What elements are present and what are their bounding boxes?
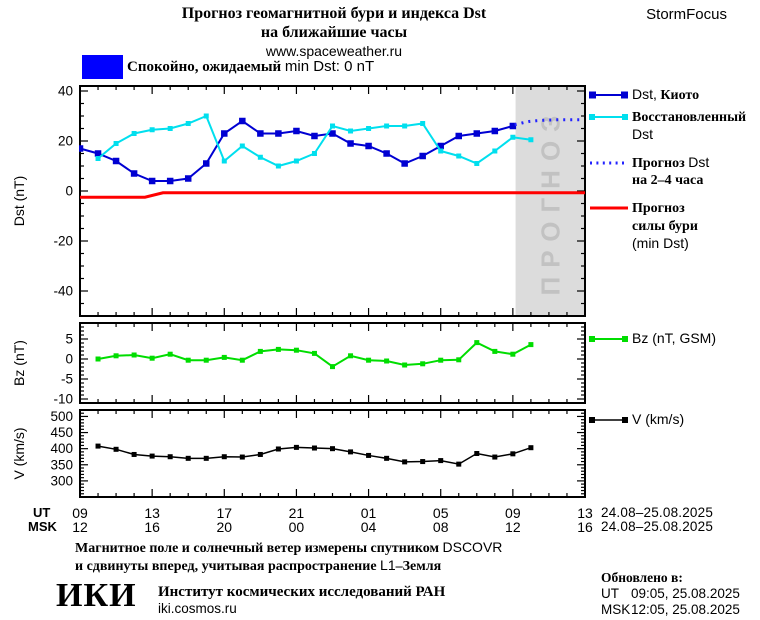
y-tick-label: 20	[58, 134, 73, 149]
y-tick-label: 5	[65, 332, 73, 347]
ut-hour-label: 05	[432, 505, 449, 521]
panel-frame	[79, 409, 586, 498]
y-tick-label: 500	[50, 409, 73, 424]
forecast-band-label: ПРОГНОЗ	[535, 107, 565, 296]
legend-label-kyoto: Dst, Киото	[632, 86, 700, 103]
legend-sample-forecast	[590, 161, 628, 165]
y-axis-title: Bz (nT)	[11, 340, 27, 386]
msk-hour-label: 12	[72, 519, 88, 535]
institute-name: Институт космических исследований РАН	[158, 584, 446, 600]
legend-sample-restored	[589, 114, 628, 120]
date-range-ut: 24.08–25.08.2025	[601, 505, 714, 520]
series--min-dst-	[80, 191, 585, 199]
msk-row-label: MSK	[28, 519, 57, 534]
updated-ut: UT 09:05, 25.08.2025	[601, 586, 740, 601]
y-tick-label: 450	[50, 425, 73, 440]
site-url: www.spaceweather.ru	[265, 43, 403, 59]
y-tick-label: -5	[61, 372, 73, 387]
y-tick-label: 300	[50, 473, 73, 488]
legend-label-storm: Прогноз силы бури (min Dst)	[632, 201, 698, 251]
msk-hour-label: 08	[432, 519, 449, 535]
legend-sample-v	[589, 417, 628, 423]
msk-hour-label: 00	[288, 519, 305, 535]
legend-sample-bz	[589, 336, 628, 342]
panel-frame	[79, 322, 586, 404]
legend-label-restored: Восстановленный Dst	[632, 110, 747, 142]
y-tick-label: 350	[50, 457, 73, 472]
series--dst	[97, 114, 532, 168]
ut-hour-label: 01	[360, 505, 377, 521]
legend-item-bz: Bz (nT, GSM)	[588, 330, 716, 347]
y-tick-label: 0	[65, 352, 73, 367]
status-color-swatch	[82, 55, 123, 79]
data-source-note-line2: и сдвинуты вперед, учитывая распростране…	[75, 557, 442, 574]
msk-hour-label: 04	[360, 519, 377, 535]
updated-block: Обновлено в: UT 09:05, 25.08.2025 MSK12:0…	[601, 570, 740, 618]
y-tick-label: 0	[65, 184, 73, 199]
y-axis-title: Dst (nT)	[11, 176, 27, 227]
date-range-msk: 24.08–25.08.2025	[601, 519, 714, 534]
brand-label: StormFocus	[646, 6, 727, 23]
page-title: Прогноз геомагнитной бури и индекса Dst	[181, 5, 487, 22]
page-subtitle: на ближайшие часы	[260, 24, 408, 41]
header: Прогноз геомагнитной бури и индекса Dst …	[4, 4, 664, 60]
y-tick-label: -20	[53, 234, 73, 249]
y-tick-label: 40	[58, 84, 73, 99]
msk-hour-label: 12	[505, 519, 521, 535]
legend-label-v: V (km/s)	[632, 411, 685, 427]
y-tick-label: 400	[50, 441, 73, 456]
forecast-band	[515, 86, 585, 316]
ut-row-label: UT	[33, 505, 51, 520]
y-axis-title: V (km/s)	[11, 427, 27, 479]
panel-frame	[79, 85, 586, 317]
legend-item-dst-kyoto: Dst, Киото	[588, 86, 699, 104]
legend-label-bz: Bz (nT, GSM)	[632, 330, 717, 346]
ut-hour-label: 17	[216, 505, 233, 521]
storm-status: Спокойно, ожидаемый min Dst: 0 nT	[82, 55, 374, 79]
iki-logo: ИКИ	[56, 577, 137, 614]
msk-hour-label: 20	[216, 519, 233, 535]
msk-hour-label: 16	[144, 519, 160, 535]
legend-item-storm-forecast: Прогноз силы бури (min Dst)	[588, 199, 698, 252]
updated-msk: MSK12:05, 25.08.2025	[601, 602, 740, 617]
y-tick-label: -10	[53, 392, 73, 407]
legend-label-forecast: Прогноз Dst на 2–4 часа	[632, 154, 710, 188]
ut-hour-label: 21	[288, 505, 305, 521]
y-tick-label: -40	[53, 284, 73, 299]
ut-hour-label: 09	[505, 505, 521, 521]
data-source-note-line1: Магнитное поле и солнечный ветер измерен…	[75, 539, 503, 556]
legend-sample-storm	[590, 206, 628, 210]
legend-item-dst-restored: Восстановленный Dst	[588, 108, 746, 143]
msk-hour-label: 16	[577, 519, 593, 535]
updated-title: Обновлено в:	[601, 570, 683, 585]
legend-item-v: V (km/s)	[588, 411, 684, 428]
legend-sample-kyoto	[589, 91, 628, 99]
legend-item-dst-forecast: Прогноз Dst на 2–4 часа	[588, 154, 709, 189]
status-text: Спокойно, ожидаемый min Dst: 0 nT	[127, 58, 375, 75]
institute-site: iki.cosmos.ru	[158, 601, 237, 616]
ut-hour-label: 13	[577, 505, 593, 521]
ut-hour-label: 09	[72, 505, 88, 521]
ut-hour-label: 13	[144, 505, 160, 521]
